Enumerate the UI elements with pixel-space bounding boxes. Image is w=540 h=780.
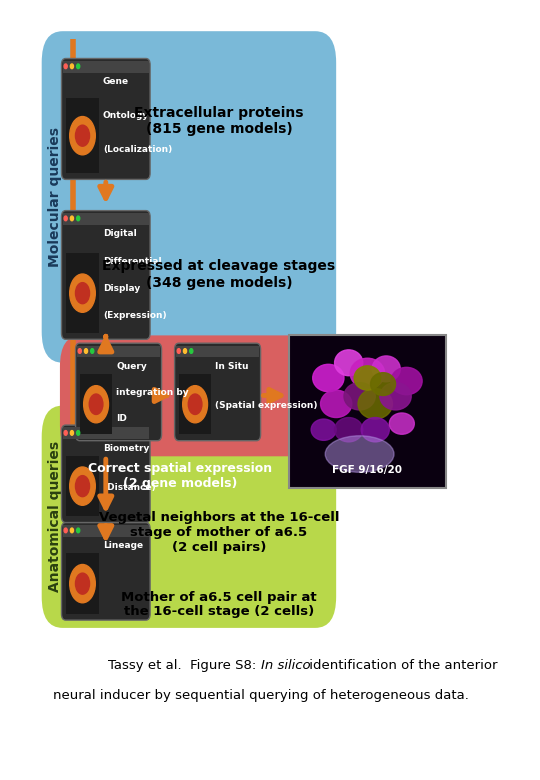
Circle shape [177, 349, 180, 353]
FancyBboxPatch shape [66, 254, 99, 333]
Text: In silico: In silico [261, 659, 310, 672]
Text: Molecular queries: Molecular queries [48, 127, 62, 267]
Ellipse shape [389, 413, 414, 434]
Ellipse shape [391, 367, 422, 395]
Ellipse shape [358, 388, 393, 419]
Ellipse shape [350, 358, 384, 388]
Circle shape [89, 394, 103, 414]
Circle shape [70, 467, 95, 505]
Ellipse shape [380, 382, 411, 410]
Circle shape [190, 349, 193, 353]
Text: Biometry: Biometry [103, 444, 150, 453]
Ellipse shape [311, 419, 336, 441]
Circle shape [76, 125, 90, 146]
Text: ID: ID [116, 414, 127, 423]
Ellipse shape [313, 364, 344, 392]
Text: (Localization): (Localization) [103, 145, 172, 154]
Circle shape [64, 431, 68, 435]
Text: integration by: integration by [116, 388, 188, 397]
Circle shape [183, 385, 207, 423]
Ellipse shape [335, 350, 363, 376]
Circle shape [70, 116, 95, 154]
Circle shape [84, 385, 109, 423]
Circle shape [70, 431, 73, 435]
FancyBboxPatch shape [66, 554, 99, 614]
Circle shape [70, 565, 95, 603]
Circle shape [64, 64, 68, 69]
FancyBboxPatch shape [63, 525, 149, 537]
Circle shape [76, 476, 90, 497]
Text: FGF 9/16/20: FGF 9/16/20 [333, 465, 402, 475]
FancyBboxPatch shape [62, 425, 150, 523]
Text: Display: Display [103, 284, 140, 293]
Text: Ontology: Ontology [103, 112, 149, 120]
Ellipse shape [372, 356, 400, 381]
Circle shape [70, 216, 73, 221]
FancyBboxPatch shape [60, 335, 323, 456]
FancyBboxPatch shape [66, 456, 99, 516]
Circle shape [77, 216, 80, 221]
FancyBboxPatch shape [63, 61, 149, 73]
FancyBboxPatch shape [63, 427, 149, 439]
FancyBboxPatch shape [63, 213, 149, 225]
Text: Lineage: Lineage [103, 541, 143, 551]
FancyBboxPatch shape [80, 374, 112, 434]
Ellipse shape [370, 373, 396, 395]
FancyBboxPatch shape [76, 343, 161, 441]
Text: Expressed at cleavage stages
(348 gene models): Expressed at cleavage stages (348 gene m… [103, 260, 335, 289]
Text: neural inducer by sequential querying of heterogeneous data.: neural inducer by sequential querying of… [53, 689, 469, 702]
Text: (Distance): (Distance) [103, 483, 156, 492]
Circle shape [77, 431, 80, 435]
FancyBboxPatch shape [42, 406, 336, 628]
Circle shape [76, 282, 90, 303]
Ellipse shape [361, 417, 389, 441]
FancyBboxPatch shape [62, 58, 150, 179]
Text: In Situ: In Situ [215, 362, 248, 371]
Text: Anatomical queries: Anatomical queries [48, 441, 62, 592]
Circle shape [64, 216, 68, 221]
FancyBboxPatch shape [62, 523, 150, 620]
Text: Digital: Digital [103, 229, 137, 239]
FancyBboxPatch shape [62, 211, 150, 339]
Ellipse shape [325, 436, 394, 473]
FancyBboxPatch shape [179, 374, 212, 434]
Circle shape [70, 64, 73, 69]
Text: Gene: Gene [103, 77, 129, 87]
FancyBboxPatch shape [176, 346, 259, 357]
Text: Differential: Differential [103, 257, 161, 266]
Text: Query: Query [116, 362, 147, 371]
FancyBboxPatch shape [77, 346, 160, 357]
Text: (Expression): (Expression) [103, 311, 167, 321]
Circle shape [76, 573, 90, 594]
Circle shape [184, 349, 187, 353]
Ellipse shape [321, 390, 352, 417]
FancyBboxPatch shape [66, 98, 99, 173]
FancyBboxPatch shape [174, 343, 261, 441]
FancyBboxPatch shape [42, 31, 336, 363]
Circle shape [64, 528, 68, 533]
Circle shape [77, 64, 80, 69]
Text: identification of the anterior: identification of the anterior [305, 659, 497, 672]
Text: Mother of a6.5 cell pair at
the 16-cell stage (2 cells): Mother of a6.5 cell pair at the 16-cell … [121, 590, 316, 619]
Circle shape [70, 528, 73, 533]
Text: Tassy et al.  Figure S8:: Tassy et al. Figure S8: [108, 659, 261, 672]
Circle shape [78, 349, 82, 353]
Text: Correct spatial expression
(2 gene models): Correct spatial expression (2 gene model… [87, 462, 272, 490]
Circle shape [70, 274, 95, 312]
Ellipse shape [354, 366, 381, 390]
Circle shape [91, 349, 94, 353]
Text: Extracellular proteins
(815 gene models): Extracellular proteins (815 gene models) [134, 106, 303, 136]
Text: (Spatial expression): (Spatial expression) [215, 401, 318, 410]
Circle shape [188, 394, 202, 414]
Ellipse shape [344, 382, 375, 410]
Text: Vegetal neighbors at the 16-cell
stage of mother of a6.5
(2 cell pairs): Vegetal neighbors at the 16-cell stage o… [99, 511, 339, 555]
Circle shape [84, 349, 87, 353]
Circle shape [77, 528, 80, 533]
FancyBboxPatch shape [289, 335, 445, 488]
Ellipse shape [335, 417, 363, 441]
